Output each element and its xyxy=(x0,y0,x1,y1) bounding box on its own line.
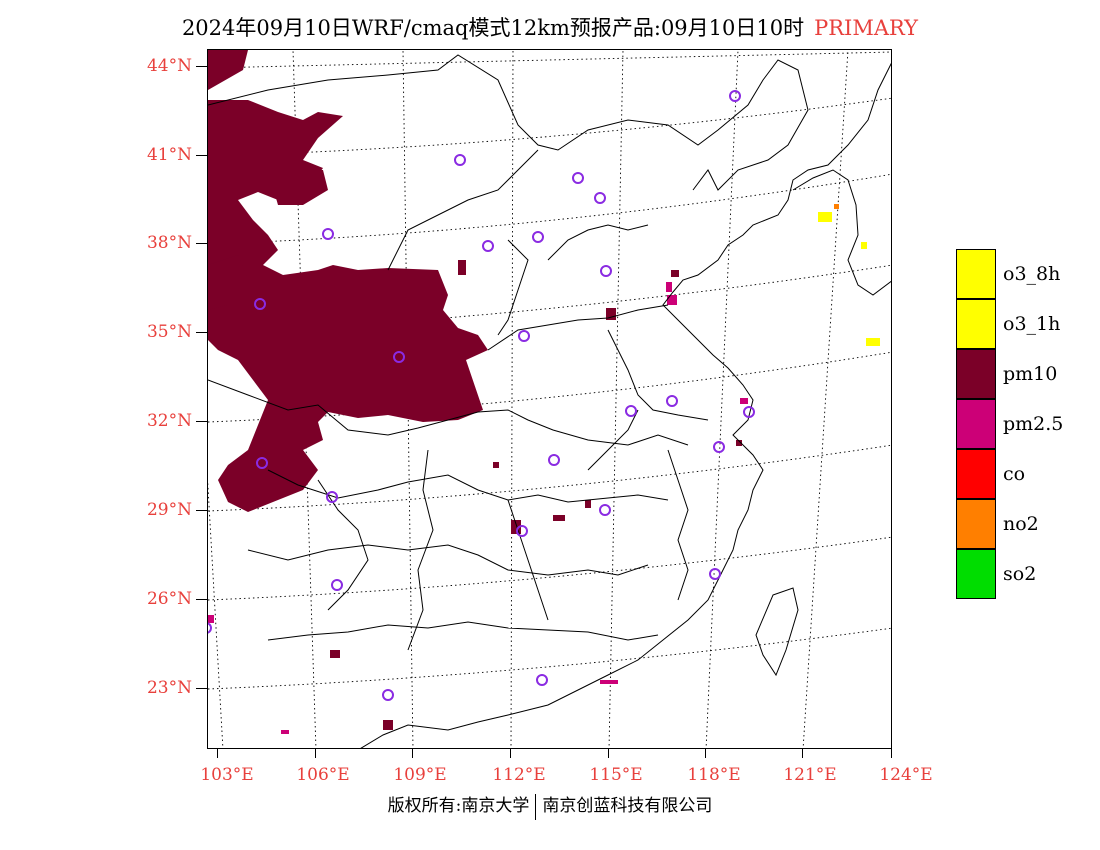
title-text: 2024年09月10日WRF/cmaq模式12km预报产品:09月10日10时 xyxy=(181,16,805,40)
legend-swatch xyxy=(956,249,996,299)
legend-label: o3_8h xyxy=(1003,263,1061,285)
lat-tick xyxy=(196,510,207,511)
lat-label-38: 38°N xyxy=(146,233,192,253)
legend-label: co xyxy=(1003,463,1026,485)
legend-label: so2 xyxy=(1003,563,1037,585)
copyright-left: 版权所有:南京大学 xyxy=(387,796,530,816)
lon-tick xyxy=(705,749,706,758)
map-canvas xyxy=(208,50,891,748)
lon-label-106: 106°E xyxy=(296,765,350,785)
primary-tag: PRIMARY xyxy=(814,16,919,40)
lon-line-115 xyxy=(608,50,624,748)
lon-tick xyxy=(412,749,413,758)
coastline xyxy=(360,62,891,748)
lon-tick xyxy=(510,749,511,758)
boundaries xyxy=(208,54,891,748)
north-border xyxy=(208,54,809,191)
legend-swatch xyxy=(956,499,996,549)
province-11 xyxy=(507,499,549,621)
pollutant-spots xyxy=(208,270,748,734)
footer-divider xyxy=(535,793,537,820)
pm10-region xyxy=(208,50,488,512)
province-9 xyxy=(607,329,709,421)
lat-line-23 xyxy=(208,627,891,690)
lat-label-23: 23°N xyxy=(146,678,192,698)
legend-label: o3_1h xyxy=(1003,313,1061,335)
province-12 xyxy=(407,449,434,651)
province-6 xyxy=(487,304,669,351)
lon-label-103: 103°E xyxy=(200,765,254,785)
lat-line-35 xyxy=(208,264,891,334)
lon-tick xyxy=(891,749,892,758)
ozone-spots xyxy=(818,204,880,346)
lon-tick xyxy=(315,749,316,758)
province-7 xyxy=(497,239,529,336)
lon-label-109: 109°E xyxy=(393,765,447,785)
province-1 xyxy=(208,379,689,446)
lat-tick xyxy=(196,243,207,244)
lon-label-118: 118°E xyxy=(687,765,741,785)
station-markers xyxy=(208,90,755,701)
lat-label-35: 35°N xyxy=(146,322,192,342)
province-4 xyxy=(267,621,659,641)
lat-line-26 xyxy=(208,536,891,601)
province-10 xyxy=(587,409,639,471)
lat-tick xyxy=(196,66,207,67)
copyright-right: 南京创蓝科技有限公司 xyxy=(542,796,713,816)
lon-label-112: 112°E xyxy=(492,765,546,785)
map-title: 2024年09月10日WRF/cmaq模式12km预报产品:09月10日10时 P… xyxy=(0,12,1100,42)
lon-label-121: 121°E xyxy=(783,765,837,785)
province-3 xyxy=(247,544,649,576)
lat-tick xyxy=(196,599,207,600)
copyright-footer: 版权所有:南京大学 南京创蓝科技有限公司 xyxy=(0,791,1100,820)
lon-label-115: 115°E xyxy=(589,765,643,785)
korea xyxy=(792,169,891,296)
lat-line-38 xyxy=(208,173,891,245)
legend-swatch xyxy=(956,299,996,349)
graticule xyxy=(208,50,891,748)
legend-label: no2 xyxy=(1003,513,1039,535)
province-5 xyxy=(387,149,539,271)
lat-label-26: 26°N xyxy=(146,589,192,609)
lon-tick xyxy=(802,749,803,758)
province-8 xyxy=(547,224,649,261)
forecast-map xyxy=(207,49,892,749)
legend-swatch xyxy=(956,399,996,449)
lat-tick xyxy=(196,688,207,689)
province-14 xyxy=(667,449,689,601)
lon-line-118 xyxy=(705,50,739,748)
lat-label-44: 44°N xyxy=(146,56,192,76)
province-2 xyxy=(267,469,669,503)
province-13 xyxy=(317,479,369,611)
lon-label-124: 124°E xyxy=(879,765,933,785)
legend-swatch xyxy=(956,349,996,399)
lat-label-29: 29°N xyxy=(146,500,192,520)
taiwan xyxy=(755,587,799,677)
lat-line-32 xyxy=(208,351,891,423)
lat-label-41: 41°N xyxy=(146,145,192,165)
lat-line-29 xyxy=(208,444,891,512)
legend-label: pm10 xyxy=(1003,363,1058,385)
lon-tick xyxy=(217,749,218,758)
lon-tick xyxy=(608,749,609,758)
lat-tick xyxy=(196,155,207,156)
legend-swatch xyxy=(956,449,996,499)
lon-line-112 xyxy=(510,50,514,748)
lon-line-121 xyxy=(802,50,849,748)
lat-label-32: 32°N xyxy=(146,411,192,431)
legend-label: pm2.5 xyxy=(1003,413,1064,435)
legend-swatch xyxy=(956,549,996,599)
lat-tick xyxy=(196,421,207,422)
lat-tick xyxy=(196,332,207,333)
